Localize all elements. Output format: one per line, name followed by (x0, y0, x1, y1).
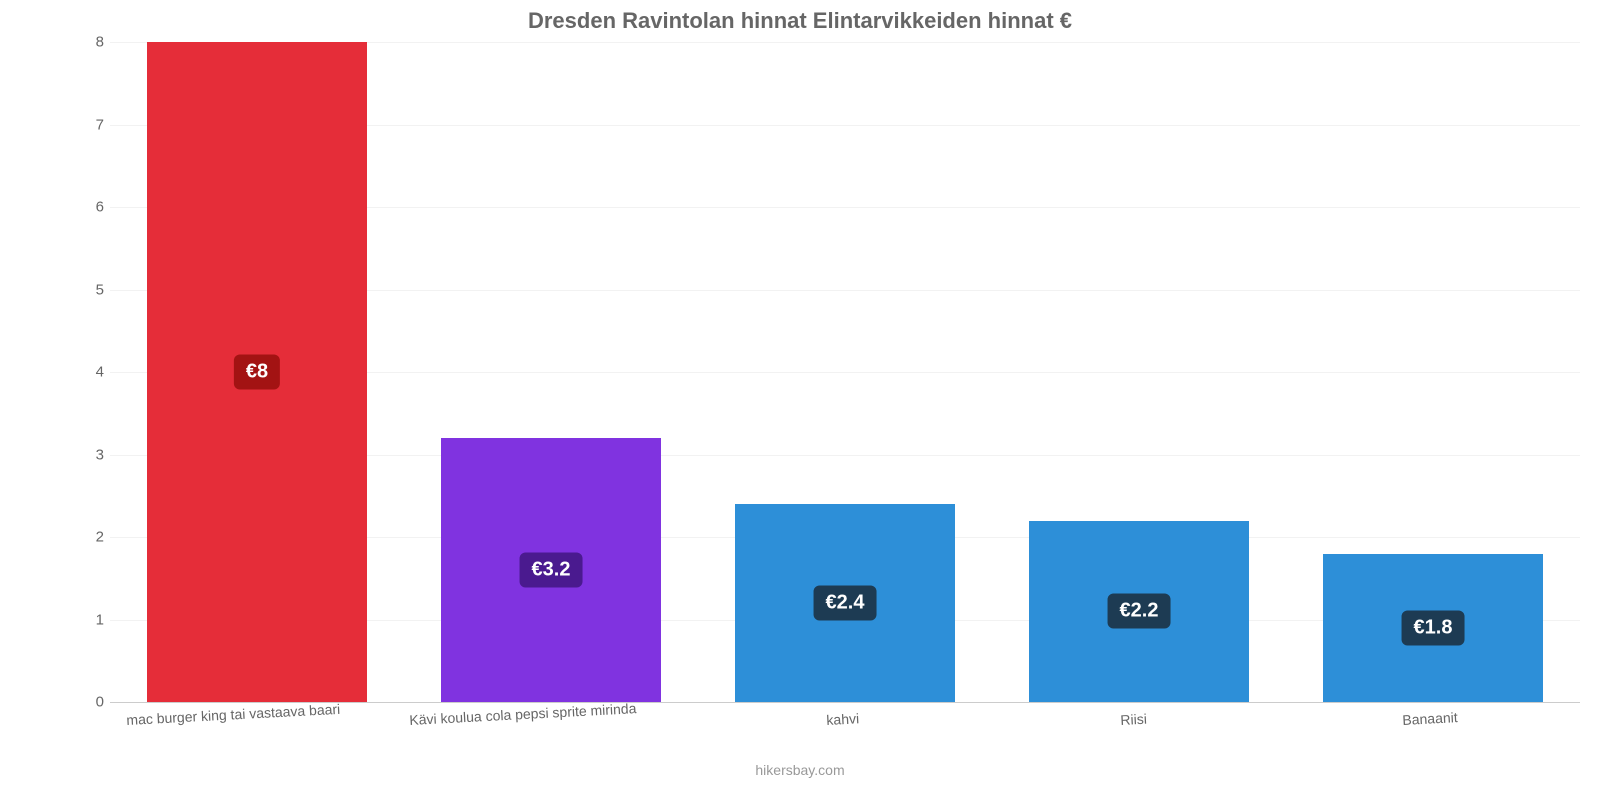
y-tick-label: 3 (80, 446, 104, 463)
bar: €2.4 (735, 504, 956, 702)
bar-value-label: €8 (234, 355, 280, 390)
y-tick-label: 4 (80, 364, 104, 381)
y-tick-label: 7 (80, 116, 104, 133)
x-tick-label: Kävi koulua cola pepsi sprite mirinda (409, 700, 637, 728)
x-tick-label: Riisi (1120, 711, 1147, 728)
bar: €1.8 (1323, 554, 1544, 703)
bar-value-label: €1.8 (1402, 610, 1465, 645)
y-tick-label: 8 (80, 34, 104, 51)
bar-value-label: €2.4 (814, 586, 877, 621)
y-tick-label: 1 (80, 611, 104, 628)
y-tick-label: 6 (80, 199, 104, 216)
y-tick-label: 0 (80, 694, 104, 711)
plot-area: 012345678€8mac burger king tai vastaava … (110, 42, 1580, 702)
x-tick-label: mac burger king tai vastaava baari (126, 701, 341, 728)
y-tick-label: 5 (80, 281, 104, 298)
chart-title: Dresden Ravintolan hinnat Elintarvikkeid… (0, 8, 1600, 34)
bar-value-label: €3.2 (520, 553, 583, 588)
bar: €3.2 (441, 438, 662, 702)
y-tick-label: 2 (80, 529, 104, 546)
bar: €8 (147, 42, 368, 702)
bar-value-label: €2.2 (1108, 594, 1171, 629)
x-tick-label: Banaanit (1402, 709, 1458, 728)
bar: €2.2 (1029, 521, 1250, 703)
x-tick-label: kahvi (826, 710, 859, 728)
chart-container: Dresden Ravintolan hinnat Elintarvikkeid… (0, 0, 1600, 800)
attribution: hikersbay.com (0, 762, 1600, 778)
